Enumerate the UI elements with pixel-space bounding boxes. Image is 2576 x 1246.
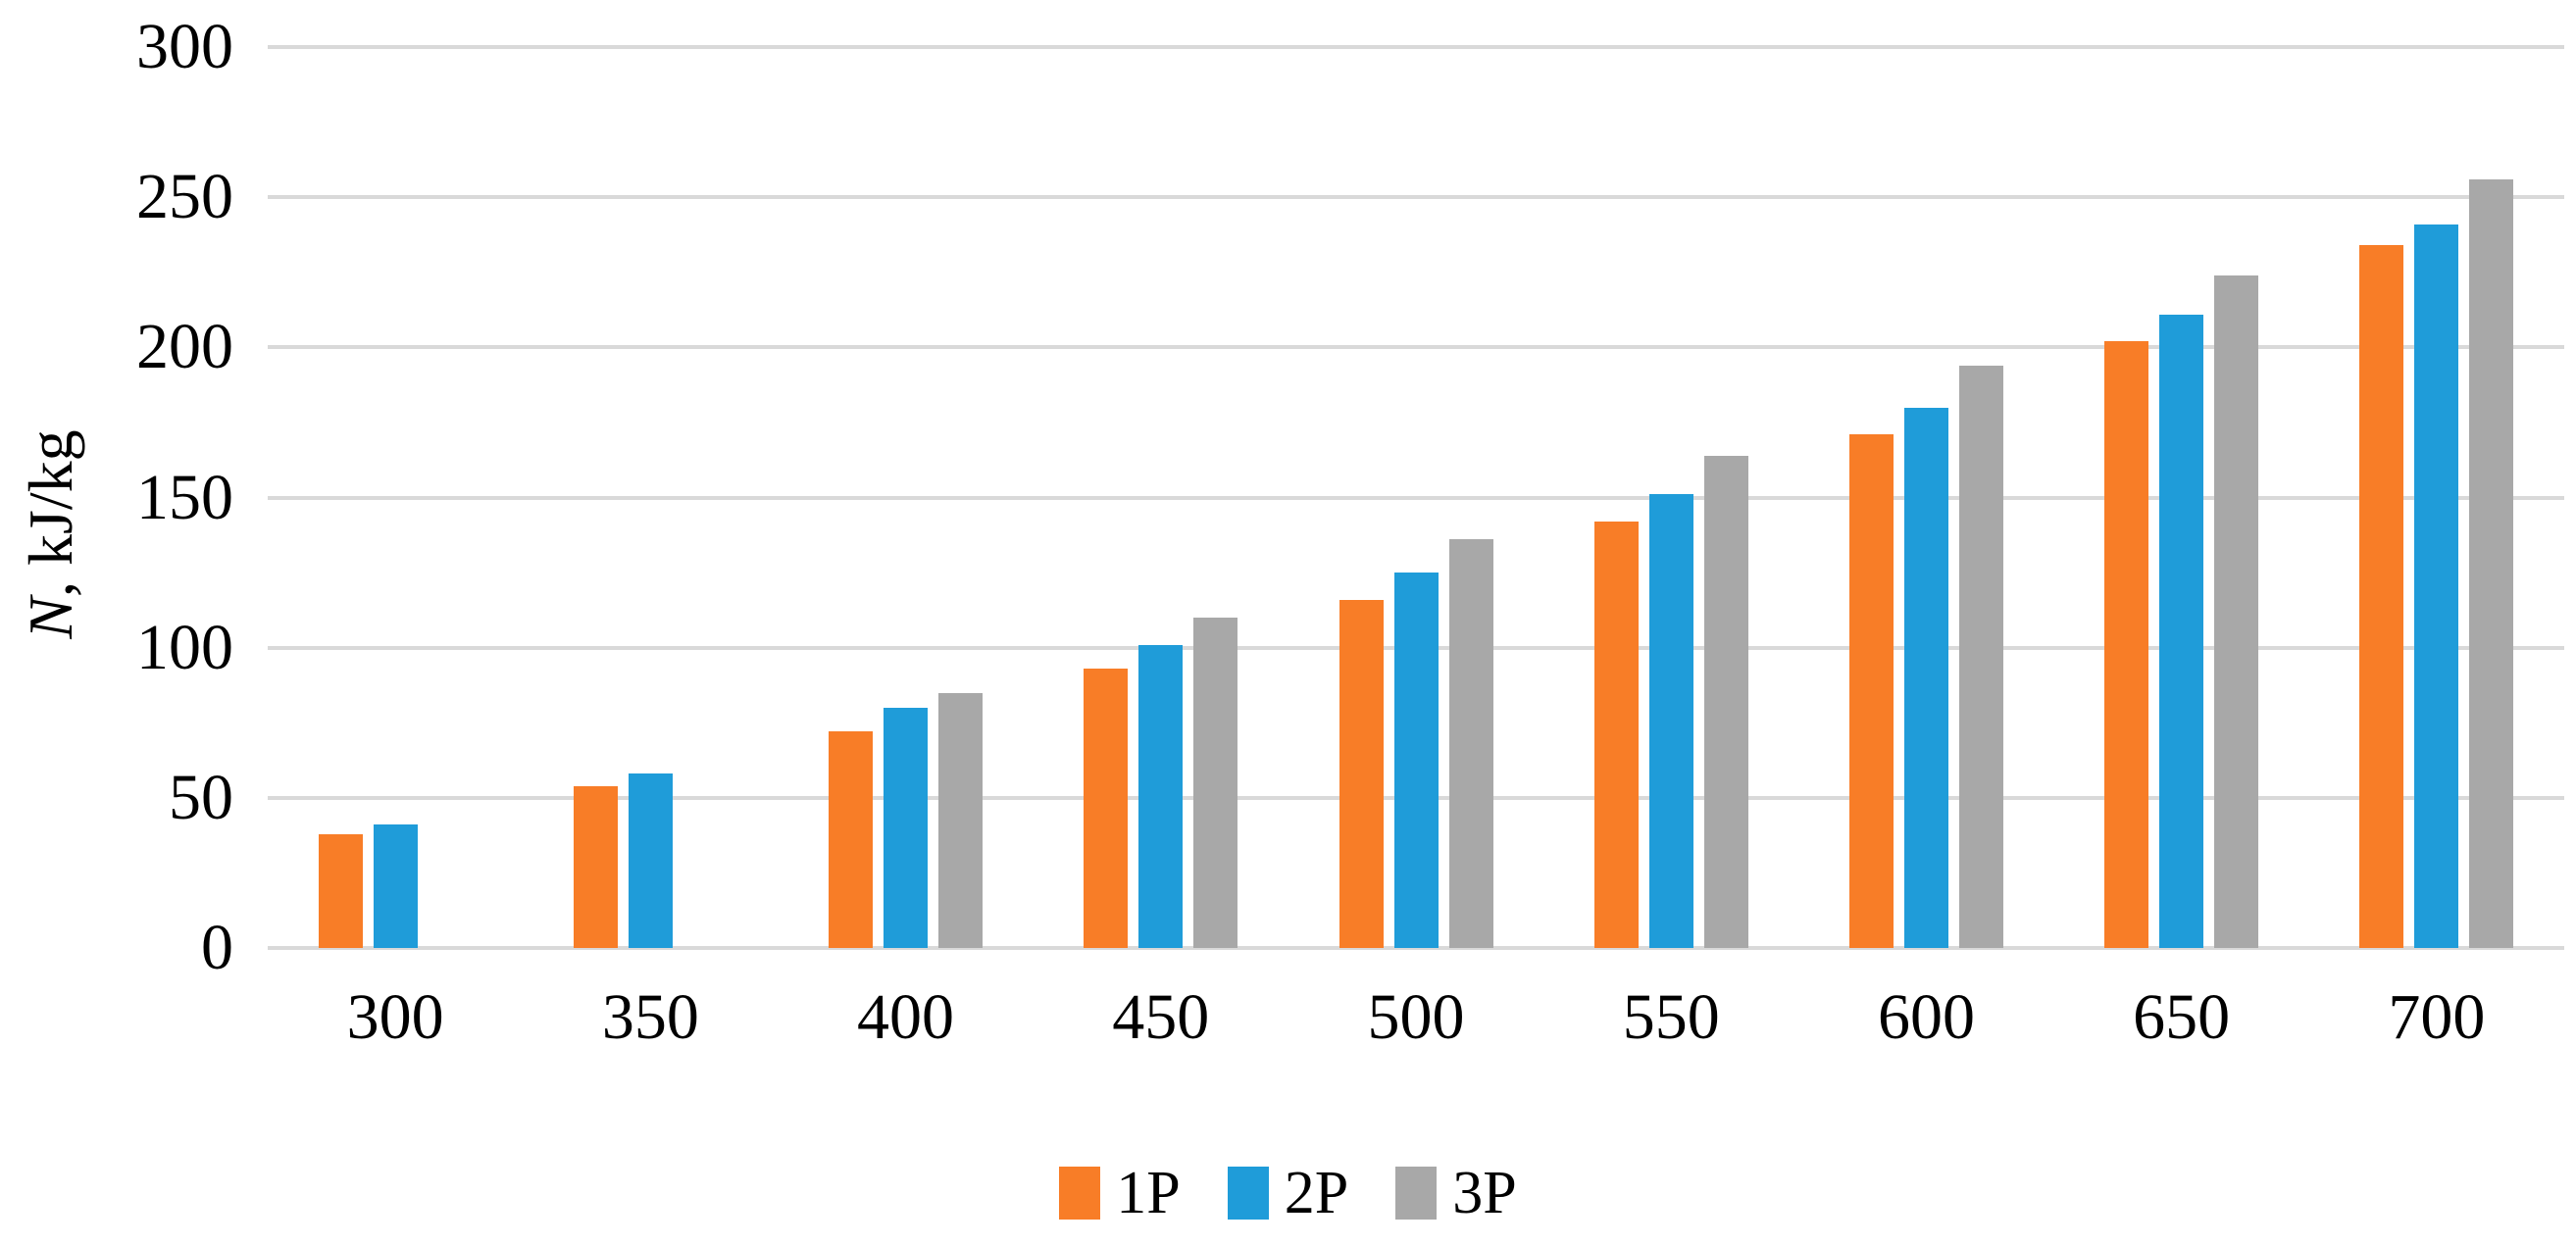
legend-swatch-3p [1395, 1167, 1438, 1220]
legend-item-3p: 3P [1395, 1159, 1517, 1227]
y-axis-tick-label-300: 300 [136, 11, 233, 82]
x-axis-tick-label-550: 550 [1622, 981, 1720, 1053]
bar-3p-400 [938, 692, 984, 948]
legend-label-1p: 1P [1116, 1160, 1181, 1226]
bar-2p-600 [1903, 407, 1948, 948]
gridline-300 [268, 45, 2564, 49]
bar-1p-700 [2359, 245, 2404, 948]
bar-3p-450 [1193, 618, 1238, 948]
bar-2p-700 [2414, 224, 2459, 948]
bar-1p-600 [1848, 434, 1894, 948]
bar-2p-450 [1138, 644, 1184, 948]
y-axis-tick-label-200: 200 [136, 311, 233, 383]
x-axis-tick-label-400: 400 [857, 981, 955, 1053]
bar-3p-550 [1703, 455, 1748, 948]
gridline-0 [268, 946, 2564, 950]
bar-1p-400 [829, 731, 874, 948]
y-axis-tick-label-50: 50 [169, 761, 233, 833]
bar-3p-500 [1448, 539, 1493, 948]
bar-1p-300 [318, 833, 363, 948]
bar-2p-400 [884, 707, 929, 948]
y-axis-tick-label-100: 100 [136, 611, 233, 683]
bar-2p-550 [1648, 494, 1693, 948]
y-axis-tick-label-150: 150 [136, 461, 233, 533]
x-axis-tick-label-500: 500 [1367, 981, 1465, 1053]
bar-3p-600 [1958, 365, 2003, 948]
bar-1p-500 [1339, 599, 1384, 948]
x-axis-tick-label-350: 350 [601, 981, 699, 1053]
x-axis-tick-label-650: 650 [2133, 981, 2231, 1053]
plot-area [268, 45, 2564, 950]
bar-1p-350 [573, 785, 618, 948]
legend-item-2p: 2P [1227, 1159, 1349, 1227]
y-axis-tick-label-250: 250 [136, 161, 233, 233]
legend-item-1p: 1P [1059, 1159, 1181, 1227]
y-axis-tick-label-0: 0 [201, 912, 233, 983]
bar-2p-650 [2159, 314, 2204, 948]
x-axis-tick-label-600: 600 [1877, 981, 1975, 1053]
bar-1p-550 [1593, 522, 1639, 948]
bar-2p-500 [1393, 573, 1439, 948]
legend-label-3p: 3P [1452, 1160, 1517, 1226]
x-axis-tick-label-700: 700 [2388, 981, 2486, 1053]
legend-swatch-2p [1227, 1167, 1269, 1220]
gridline-150 [268, 495, 2564, 500]
bar-3p-650 [2214, 274, 2259, 948]
gridline-200 [268, 345, 2564, 350]
bar-1p-450 [1084, 669, 1129, 948]
x-axis-tick-label-450: 450 [1112, 981, 1210, 1053]
bar-2p-350 [628, 773, 673, 948]
legend-swatch-1p [1059, 1167, 1101, 1220]
gridline-250 [268, 195, 2564, 200]
bar-1p-650 [2104, 341, 2149, 948]
legend: 1P 2P 3P [0, 1159, 2576, 1227]
bar-3p-700 [2469, 178, 2514, 948]
x-axis-tick-label-300: 300 [346, 981, 444, 1053]
legend-label-2p: 2P [1284, 1160, 1349, 1226]
bar-2p-300 [373, 824, 418, 948]
